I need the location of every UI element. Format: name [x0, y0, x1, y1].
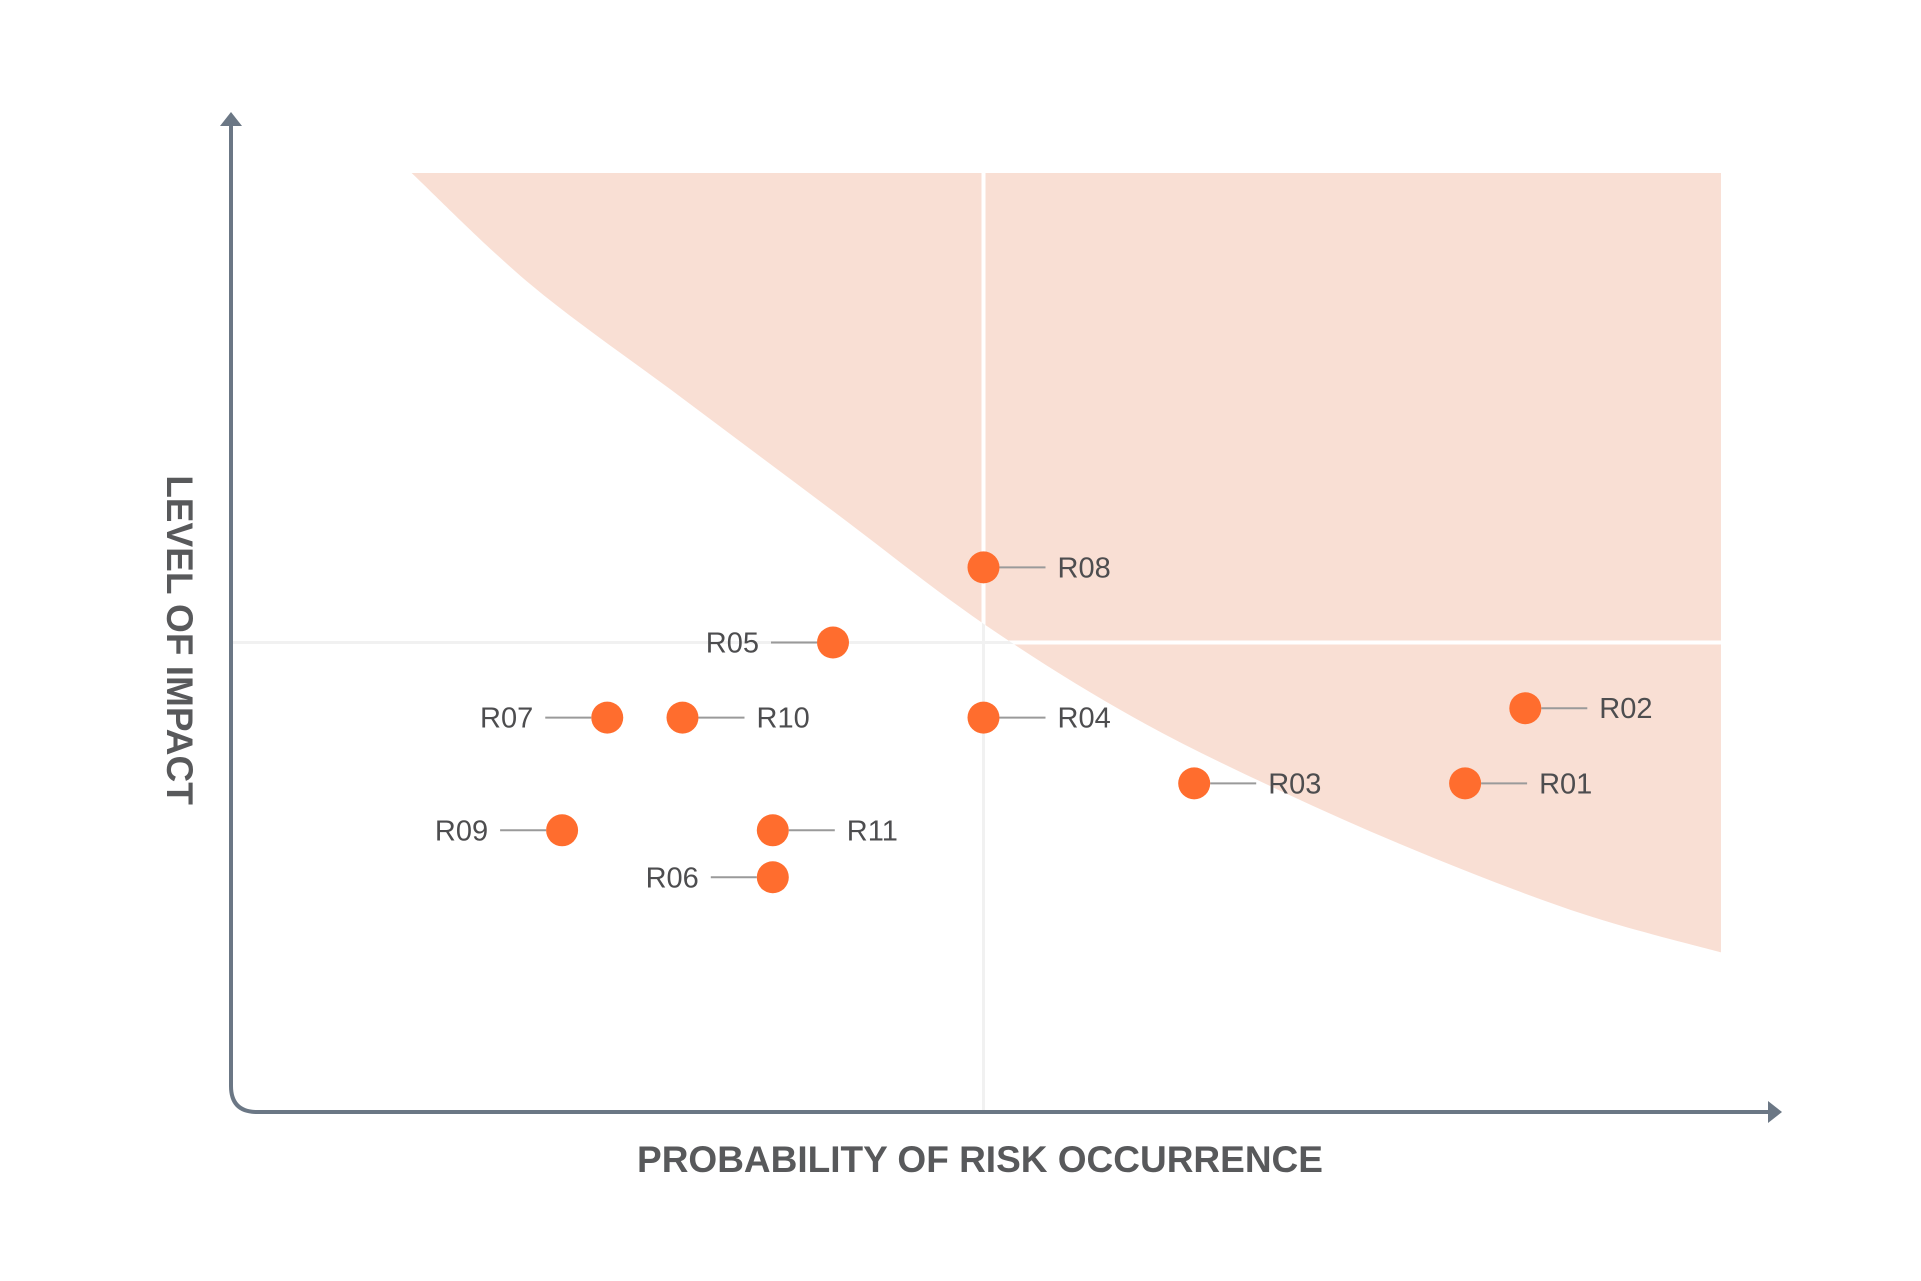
data-point-marker [967, 551, 1000, 584]
data-point-label: R05 [706, 628, 759, 660]
data-point-group: R06 [646, 861, 789, 894]
quadrant-divider-layer [231, 173, 1721, 1112]
data-point-group: R11 [756, 814, 898, 847]
data-point-label: R04 [1058, 703, 1111, 735]
data-point-label: R01 [1539, 768, 1592, 800]
data-point-marker [1449, 767, 1482, 800]
data-point-label: R08 [1058, 552, 1111, 584]
data-point-label: R11 [847, 815, 898, 847]
data-point-marker [1509, 692, 1542, 725]
data-points-layer: R01 R02 R03 R04 R05 R06 R07 R08 R09 R10 R11 [435, 551, 1653, 894]
data-point-marker [967, 701, 1000, 734]
data-point-label: R09 [435, 815, 488, 847]
data-point-label: R10 [757, 703, 810, 735]
data-point-marker [591, 701, 624, 734]
risk-zone-layer [411, 173, 1721, 953]
data-point-marker [756, 861, 789, 894]
x-axis-arrow-icon [1768, 1101, 1782, 1123]
data-point-label: R07 [480, 703, 533, 735]
data-point-group: R08 [967, 551, 1111, 584]
data-point-group: R09 [435, 814, 579, 847]
axes-line [229, 120, 1772, 1114]
data-point-group: R03 [1178, 767, 1321, 800]
data-point-group: R02 [1509, 692, 1653, 725]
data-point-label: R06 [646, 862, 699, 894]
data-point-group: R10 [666, 701, 810, 735]
data-point-marker [756, 814, 789, 847]
data-point-marker [546, 814, 579, 847]
data-point-group: R05 [706, 626, 849, 660]
data-point-group: R01 [1449, 767, 1592, 800]
data-point-marker [817, 626, 849, 659]
data-point-label: R03 [1268, 768, 1321, 800]
risk-zone-area [411, 173, 1721, 953]
data-point-label: R02 [1599, 693, 1652, 725]
x-axis-title: PROBABILITY OF RISK OCCURRENCE [637, 1139, 1323, 1180]
data-point-group: R07 [480, 701, 624, 735]
data-point-group: R04 [967, 701, 1111, 735]
data-point-marker [1178, 767, 1211, 800]
y-axis-arrow-icon [220, 112, 242, 126]
y-axis-title: LEVEL OF IMPACT [159, 475, 200, 805]
axes-layer [220, 112, 1782, 1123]
data-point-marker [666, 701, 699, 734]
